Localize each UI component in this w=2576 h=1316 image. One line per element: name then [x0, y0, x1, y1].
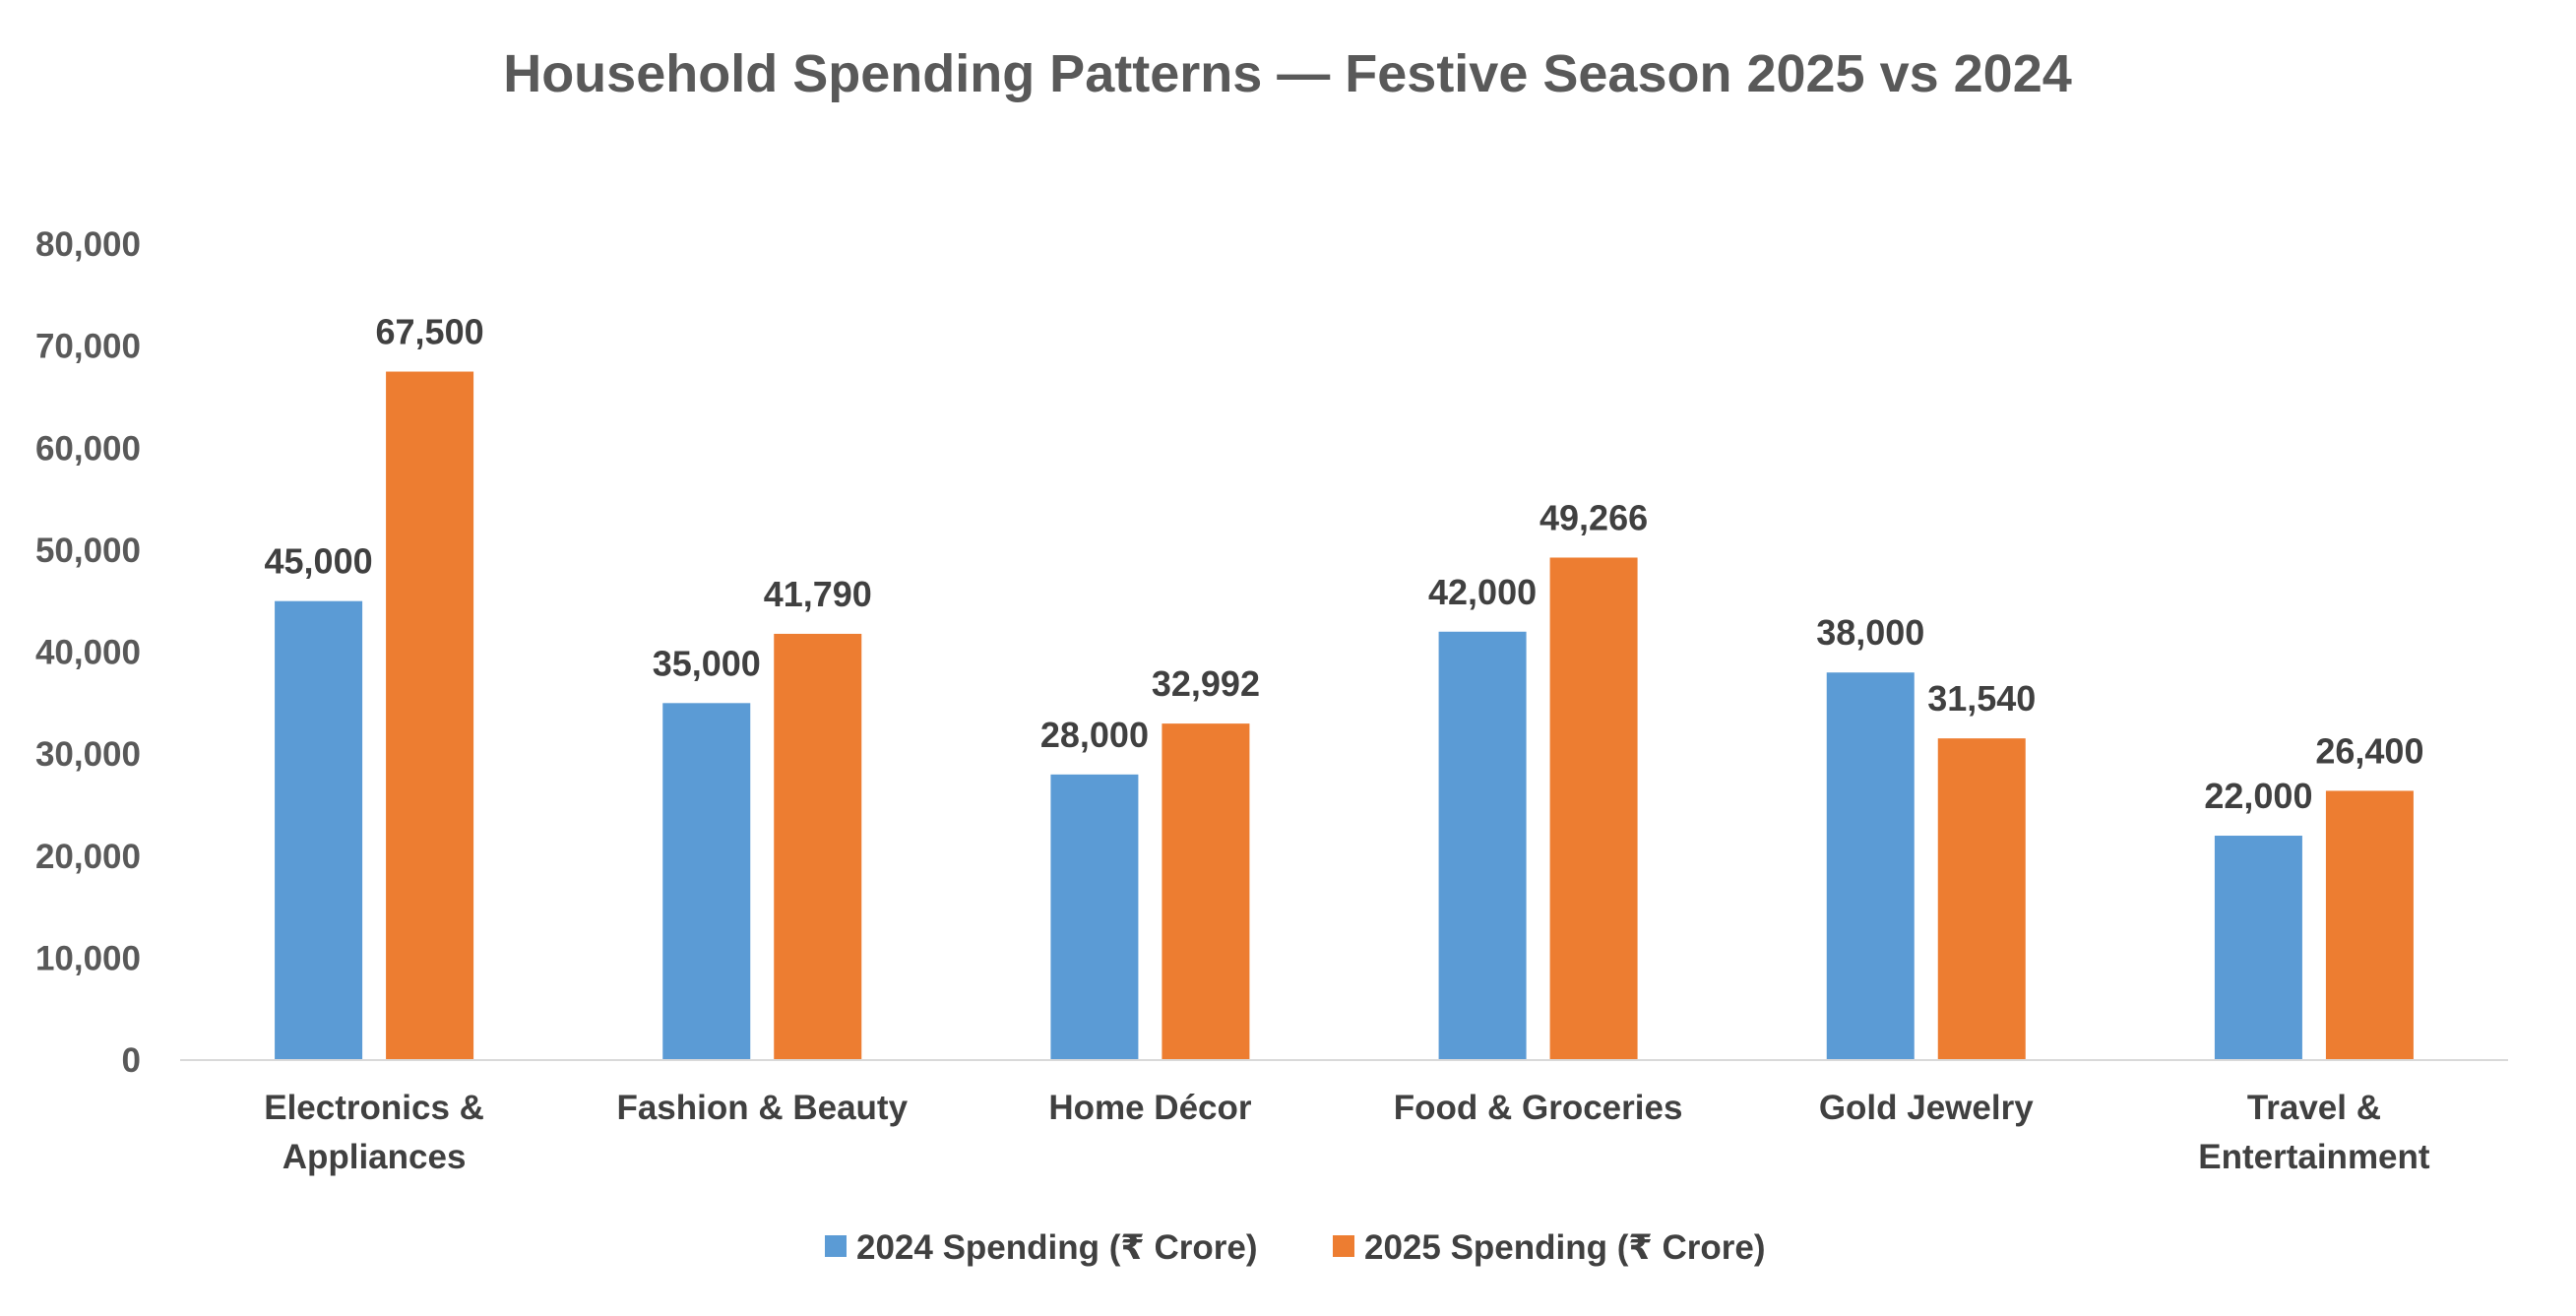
bars — [275, 371, 2414, 1060]
y-tick-label: 50,000 — [35, 532, 141, 570]
data-label-series-1-cat-5: 38,000 — [1816, 612, 1924, 653]
x-category-label: Food & Groceries — [1394, 1089, 1683, 1127]
y-tick-label: 10,000 — [35, 939, 141, 977]
bar-series-1-cat-6 — [2214, 836, 2302, 1060]
y-tick-label: 40,000 — [35, 634, 141, 672]
y-tick-label: 60,000 — [35, 429, 141, 468]
y-tick-label: 20,000 — [35, 838, 141, 876]
x-category-label: Travel & — [2247, 1089, 2381, 1127]
data-label-series-2-cat-4: 49,266 — [1539, 497, 1648, 537]
data-label-series-2-cat-6: 26,400 — [2315, 730, 2423, 771]
bar-series-1-cat-4 — [1438, 631, 1527, 1060]
bar-series-2-cat-1 — [386, 371, 474, 1060]
legend: 2024 Spending (₹ Crore) 2025 Spending (₹ … — [825, 1228, 1766, 1267]
data-label-series-2-cat-2: 41,790 — [764, 574, 872, 614]
bar-series-2-cat-4 — [1549, 557, 1638, 1060]
x-category-label: Entertainment — [2198, 1138, 2430, 1176]
y-tick-label: 80,000 — [35, 225, 141, 264]
bar-series-2-cat-5 — [1937, 738, 2026, 1060]
data-label-series-2-cat-5: 31,540 — [1927, 678, 2036, 719]
bar-series-2-cat-6 — [2325, 790, 2414, 1060]
data-labels: 45,000 35,000 28,000 42,000 38,000 22,000 67,5… — [265, 312, 2424, 816]
x-category-label: Gold Jewelry — [1819, 1089, 2034, 1127]
bar-series-1-cat-2 — [662, 703, 751, 1060]
legend-label-1: 2024 Spending (₹ Crore) — [856, 1228, 1258, 1267]
chart-title: Household Spending Patterns — Festive Se… — [503, 44, 2072, 103]
legend-label-2: 2025 Spending (₹ Crore) — [1364, 1228, 1766, 1267]
y-tick-label: 0 — [122, 1041, 141, 1080]
bar-series-1-cat-1 — [275, 600, 363, 1060]
data-label-series-2-cat-3: 32,992 — [1152, 663, 1260, 704]
x-axis: Electronics & Appliances Fashion & Beauty H… — [264, 1089, 2430, 1176]
data-label-series-1-cat-1: 45,000 — [265, 541, 373, 582]
x-category-label: Home Décor — [1048, 1089, 1252, 1127]
bar-series-2-cat-3 — [1162, 723, 1250, 1060]
legend-swatch-1 — [825, 1235, 847, 1257]
data-label-series-1-cat-2: 35,000 — [653, 643, 761, 683]
data-label-series-1-cat-4: 42,000 — [1428, 572, 1537, 612]
y-tick-label: 70,000 — [35, 328, 141, 366]
x-category-label: Appliances — [283, 1138, 467, 1176]
data-label-series-2-cat-1: 67,500 — [376, 312, 484, 352]
legend-swatch-2 — [1333, 1235, 1354, 1257]
y-tick-label: 30,000 — [35, 735, 141, 774]
y-axis: 0 10,000 20,000 30,000 40,000 50,000 60,000 70,… — [35, 225, 141, 1080]
data-label-series-1-cat-6: 22,000 — [2204, 776, 2312, 816]
bar-series-1-cat-5 — [1826, 672, 1915, 1060]
x-category-label: Electronics & — [264, 1089, 484, 1127]
data-label-series-1-cat-3: 28,000 — [1040, 715, 1149, 755]
x-category-label: Fashion & Beauty — [616, 1089, 908, 1127]
bar-series-1-cat-3 — [1050, 774, 1139, 1060]
bar-series-2-cat-2 — [774, 633, 862, 1060]
